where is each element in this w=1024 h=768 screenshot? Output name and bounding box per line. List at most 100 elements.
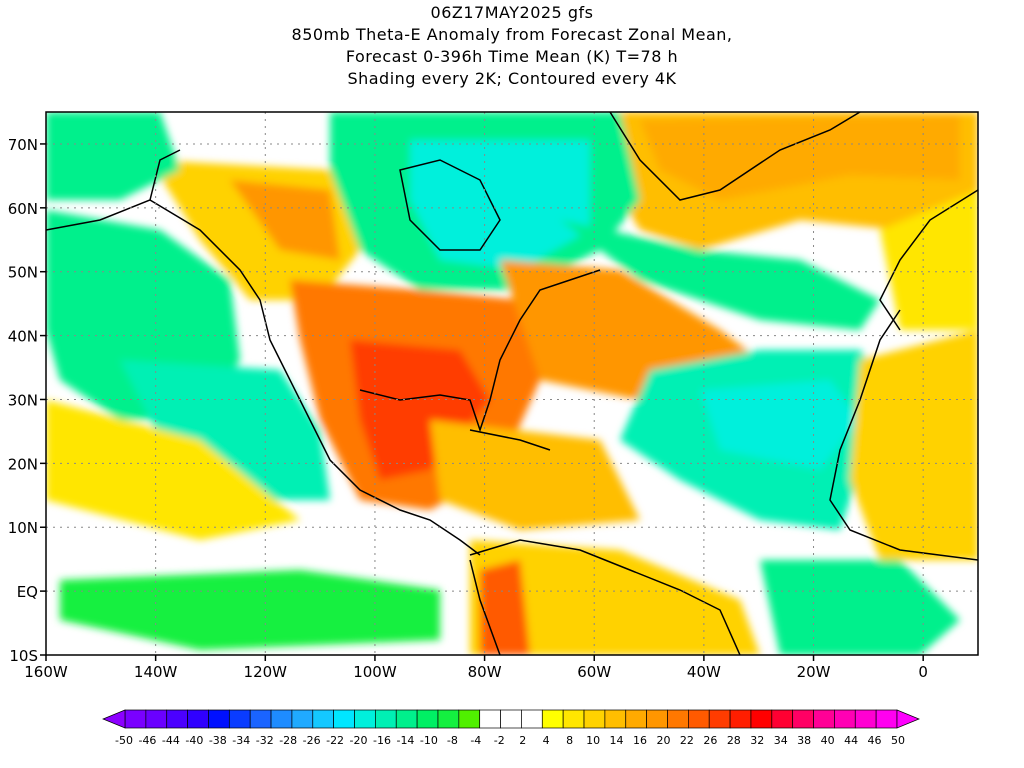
colorbar-label: 20 [656, 734, 670, 747]
title-line-1: 06Z17MAY2025 gfs [430, 3, 594, 22]
colorbar-cell [500, 709, 522, 729]
title-line-2: 850mb Theta-E Anomaly from Forecast Zona… [291, 25, 733, 44]
colorbar-label: -22 [326, 734, 344, 747]
africa-west-coast [829, 309, 978, 561]
colorbar-cell [750, 709, 773, 729]
colorbar-label: -50 [115, 734, 133, 747]
greenland [609, 112, 861, 201]
colorbar-label: 38 [797, 734, 811, 747]
colorbar-cell [479, 709, 501, 729]
warm-tropical-pacific [46, 400, 300, 540]
colorbar-label: -28 [279, 734, 297, 747]
grid-lines [46, 112, 978, 655]
warm-europe [880, 190, 978, 330]
lon-tick-label: 160W [24, 663, 68, 681]
colorbar-label: 50 [891, 734, 905, 747]
cold-eq-pacific [60, 570, 440, 650]
cold-canada-core [410, 140, 590, 270]
lon-tick-label: 20W [797, 663, 831, 681]
colorbar-cell [395, 709, 418, 729]
colorbar-label: 28 [727, 734, 741, 747]
cold-north-atlantic [560, 220, 880, 330]
colorbar-cell [813, 709, 835, 729]
title-line-3: Forecast 0-396h Time Mean (K) T=78 h [345, 47, 679, 66]
cuba [469, 429, 551, 451]
cold-south-atlantic [760, 560, 960, 655]
lat-tick-label: 60N [8, 200, 38, 218]
lon-tick-label: 100W [353, 663, 397, 681]
colorbar-cell [458, 709, 481, 729]
colorbar-label: -32 [256, 734, 274, 747]
colorbar-cell [166, 709, 188, 729]
colorbar-label: 26 [703, 734, 717, 747]
us-gulf-east-coast [359, 269, 601, 433]
colorbar-max-arrow [896, 709, 920, 729]
colorbar-label: 2 [519, 734, 526, 747]
colorbar-label: 14 [610, 734, 624, 747]
colorbar-label: 10 [586, 734, 600, 747]
coastlines [46, 112, 978, 655]
colorbar-label: 46 [868, 734, 882, 747]
colorbar-label: -2 [494, 734, 505, 747]
colorbar-label: -46 [138, 734, 156, 747]
colorbar-cell [875, 709, 898, 729]
cold-alaska-north [46, 112, 180, 200]
lat-tick-label: 30N [8, 391, 38, 409]
colorbar-cell [521, 709, 543, 729]
colorbar-cell [437, 709, 460, 729]
colorbar-label: 8 [566, 734, 573, 747]
lat-tick-label: 40N [8, 328, 38, 346]
colorbar-label: -4 [470, 734, 481, 747]
colorbar-label: -8 [447, 734, 458, 747]
colorbar-label: -14 [396, 734, 414, 747]
colorbar-cell [249, 709, 272, 729]
colorbar-cell [854, 709, 877, 729]
colorbar-label: -44 [162, 734, 180, 747]
lat-tick-label: 50N [8, 264, 38, 282]
lat-tick-label: 10S [9, 647, 38, 665]
lon-tick-label: 60W [577, 663, 611, 681]
title-line-4: Shading every 2K; Contoured every 4K [347, 69, 677, 88]
colorbar-cell [792, 709, 814, 729]
chart-title: 06Z17MAY2025 gfs 850mb Theta-E Anomaly f… [0, 2, 1024, 90]
colorbar-cell [729, 709, 752, 729]
theta-e-anomaly-map: 160W 140W 120W 100W 80W 60W 40W 20W 0 70N 60N 50N 4… [8, 111, 979, 681]
south-america-coast [469, 539, 741, 655]
warm-south-america [470, 540, 760, 655]
colorbar-label: 44 [844, 734, 858, 747]
lon-tick-label: 80W [468, 663, 502, 681]
colorbar-cell [834, 709, 856, 729]
colorbar-label: -10 [420, 734, 438, 747]
colorbar-cell [562, 709, 585, 729]
colorbar-cell [270, 709, 293, 729]
latitude-axis: 70N 60N 50N 40N 30N 20N 10N EQ 10S [8, 136, 46, 665]
lon-tick-label: 0 [918, 663, 928, 681]
colorbar-label: 4 [543, 734, 550, 747]
colorbar-cells [102, 709, 920, 729]
north-america-west-coast [149, 199, 481, 556]
colorbar-label: -40 [185, 734, 203, 747]
europe-coast [879, 189, 978, 331]
colorbar-label: -16 [373, 734, 391, 747]
lat-tick-label: 20N [8, 455, 38, 473]
warm-greenland-core [640, 115, 960, 200]
map-border [45, 111, 979, 656]
colorbar-cell [354, 709, 376, 729]
colorbar-cell [187, 709, 209, 729]
longitude-axis: 160W 140W 120W 100W 80W 60W 40W 20W 0 [24, 655, 928, 681]
colorbar-labels: -50 -46 -44 -40 -38 -34 -32 -28 -26 -22 -20 -16 -14-… [115, 734, 905, 747]
shaded-field [46, 112, 978, 655]
alaska [46, 149, 181, 231]
warm-andes-core [480, 560, 530, 655]
colorbar-cell [291, 709, 314, 729]
lat-tick-label: 70N [8, 136, 38, 154]
colorbar-cell [667, 709, 689, 729]
colorbar-label: 32 [750, 734, 764, 747]
colorbar-cell [708, 709, 731, 729]
colorbar-cell [771, 709, 794, 729]
colorbar-cell [625, 709, 647, 729]
colorbar-label: 34 [774, 734, 788, 747]
colorbar-cell [583, 709, 606, 729]
colorbar-cell [124, 709, 147, 729]
warm-gulf-core [350, 340, 490, 480]
